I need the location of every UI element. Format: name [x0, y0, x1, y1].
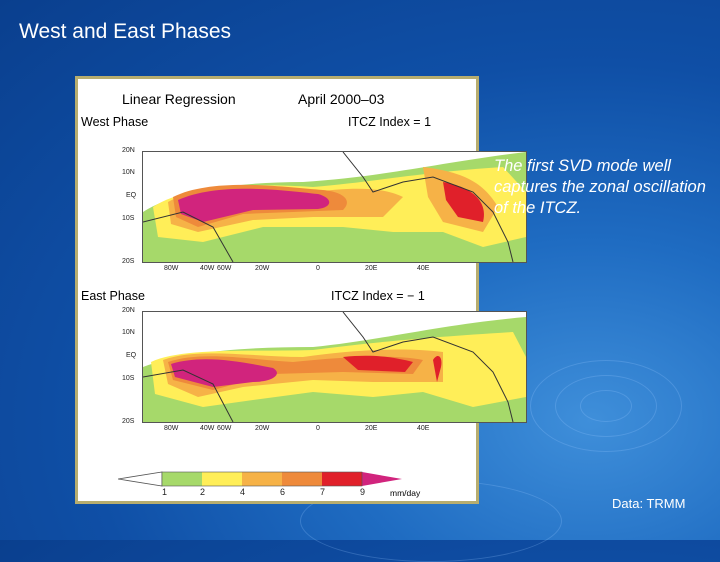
lon-label: 40W	[200, 265, 215, 272]
lat-label: EQ	[126, 192, 137, 199]
lon-label: 40E	[417, 425, 430, 432]
lon-label: 80W	[164, 425, 179, 432]
west-phase-index: ITCZ Index = 1	[348, 115, 432, 129]
lat-label: 10N	[122, 329, 135, 336]
colorbar-swatch	[362, 472, 402, 486]
west-phase-label: West Phase	[81, 115, 149, 129]
east-phase-map	[142, 311, 527, 423]
lon-label: 60W	[217, 425, 232, 432]
lon-label: 0	[316, 265, 320, 272]
colorbar-graphic	[117, 471, 402, 487]
colorbar-swatch	[202, 472, 242, 486]
colorbar-swatch	[282, 472, 322, 486]
background-ripple	[555, 375, 657, 437]
data-source: Data: TRMM	[612, 496, 686, 511]
colorbar-tick: 7	[320, 487, 326, 497]
figure-panel: Linear Regression April 2000–03 West Pha…	[75, 76, 527, 504]
colorbar	[117, 470, 438, 488]
figure-method: Linear Regression	[122, 91, 236, 107]
colorbar-tick: 2	[200, 487, 206, 497]
east-phase-index: ITCZ Index = − 1	[331, 289, 425, 303]
lon-label: 60W	[217, 265, 232, 272]
summary-text: The first SVD mode well captures the zon…	[494, 157, 706, 217]
west-phase-map	[142, 151, 527, 263]
lon-label: 0	[316, 425, 320, 432]
lon-label: 40E	[417, 265, 430, 272]
lat-label: 10S	[122, 215, 135, 222]
east-phase-label: East Phase	[81, 289, 145, 303]
colorbar-swatch	[162, 472, 202, 486]
background-ripple	[530, 360, 682, 452]
lon-label: 20W	[255, 265, 270, 272]
colorbar-tick: 1	[162, 487, 168, 497]
lat-label: 10S	[122, 375, 135, 382]
lat-label: 10N	[122, 169, 135, 176]
lat-label: 20S	[122, 258, 135, 265]
slide-title: West and East Phases	[19, 20, 232, 43]
colorbar-swatch	[322, 472, 362, 486]
lat-label: 20S	[122, 418, 135, 425]
colorbar-tick: 6	[280, 487, 286, 497]
lat-label: 20N	[122, 307, 135, 314]
colorbar-swatch	[242, 472, 282, 486]
lon-label: 20E	[365, 425, 378, 432]
lat-label: EQ	[126, 352, 137, 359]
colorbar-tick: 4	[240, 487, 246, 497]
colorbar-unit: mm/day	[390, 488, 421, 498]
lat-label: 20N	[122, 147, 135, 154]
figure-period: April 2000–03	[298, 91, 385, 107]
lon-label: 80W	[164, 265, 179, 272]
background-ripple	[580, 390, 632, 422]
colorbar-tick: 9	[360, 487, 366, 497]
lon-label: 20W	[255, 425, 270, 432]
lon-label: 20E	[365, 265, 378, 272]
lon-label: 40W	[200, 425, 215, 432]
